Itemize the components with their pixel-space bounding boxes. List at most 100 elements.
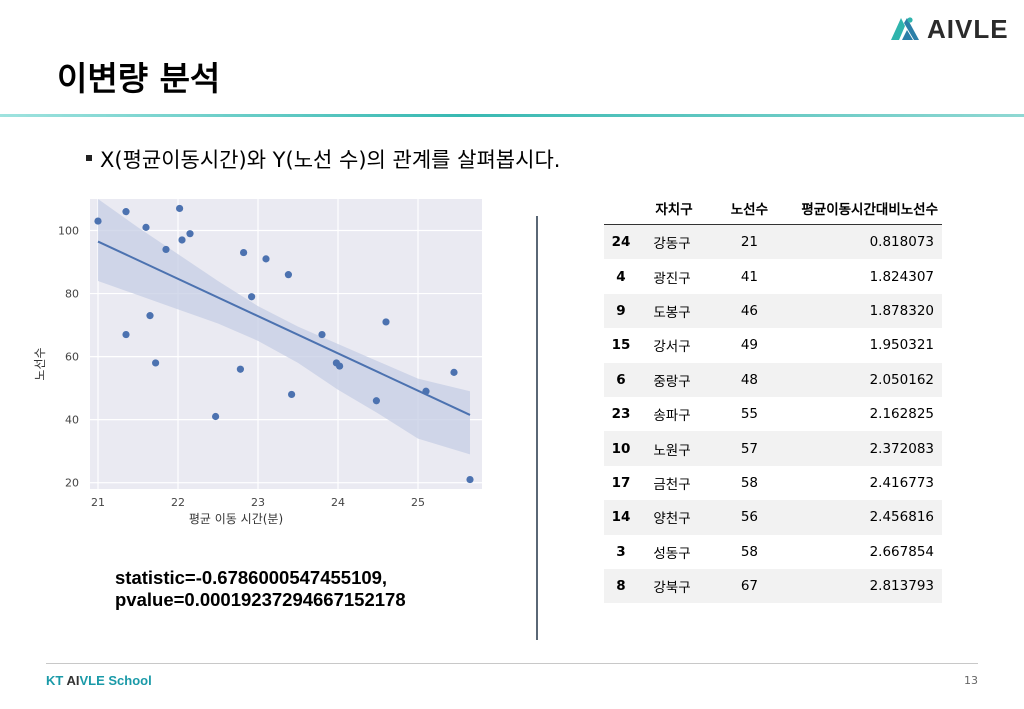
table-row: 8 강북구 67 2.813793 [604,568,942,604]
cell-gu: 양천구 [638,500,710,535]
cell-ratio: 1.878320 [772,293,942,329]
x-axis-label: 평균 이동 시간(분) [189,512,283,526]
district-table: 자치구 노선수 평균이동시간대비노선수 24 강동구 21 0.818073 4 광진구 4… [604,192,942,604]
index-header [604,192,638,225]
cell-routes: 21 [710,224,772,260]
y-tick-label: 100 [58,225,79,238]
vertical-divider [536,216,538,640]
table-header-row: 자치구 노선수 평균이동시간대비노선수 [604,192,942,225]
cell-gu: 송파구 [653,408,691,425]
aivle-logo: AIVLE [889,12,1008,44]
x-tick-label: 25 [411,496,425,509]
confidence-band [98,199,470,455]
x-tick-label: 22 [171,496,185,509]
row-index: 9 [604,293,638,329]
data-point [284,271,292,279]
cell-ratio: 2.813793 [772,568,942,604]
cell-ratio: 2.162825 [869,406,934,423]
row-index: 14 [604,500,638,535]
cell-ratio: 2.416773 [869,474,934,491]
y-tick-label: 20 [65,477,79,490]
cell-routes: 56 [710,500,772,535]
table-row: 17 금천구 58 2.416773 [604,466,942,500]
cell-routes: 48 [710,362,772,397]
data-point [236,365,244,373]
column-header-gu: 자치구 [638,192,710,225]
cell-gu: 노원구 [638,431,710,466]
cell-ratio: 1.950321 [869,337,934,354]
scatter-chart: 21 22 23 24 25 20 40 60 80 100 평균 이동 시간(분) 노선수 [33,199,482,526]
table-row: 6 중랑구 48 2.050162 [604,362,942,397]
data-point [248,293,256,301]
table-row: 3 성동구 58 2.667854 [604,535,942,569]
data-point [466,475,474,484]
data-point [152,359,160,367]
row-index: 4 [616,268,626,285]
aivle-logo-icon [891,17,919,40]
cell-ratio: 2.456816 [772,500,942,535]
footer-school: KT AIVLE School [46,673,152,688]
table-row: 15 강서구 49 1.950321 [604,328,942,362]
table-row: 24 강동구 21 0.818073 [604,224,942,260]
bullet-icon [86,155,92,161]
cell-routes: 49 [740,337,758,354]
cell-gu: 강북구 [638,568,710,604]
stats-pvalue: pvalue=0.00019237294667152178 [115,589,406,610]
regression-line [97,240,471,416]
data-point [142,223,150,231]
bullet-text: X(평균이동시간)와 Y(노선 수)의 관계를 살펴봅시다. [100,148,561,172]
title-underline [0,114,1024,117]
footer-prefix: KT [46,673,67,688]
footer-ai: AI [66,673,80,688]
cell-routes: 55 [740,406,758,423]
cell-routes: 46 [710,293,772,329]
row-index: 10 [604,431,638,466]
cell-gu: 강서구 [653,339,691,356]
cell-ratio: 2.667854 [869,543,934,560]
data-point [186,230,194,238]
footer-rest: VLE School [79,673,152,688]
cell-ratio: 2.372083 [772,431,942,466]
row-index: 17 [611,474,631,491]
y-tick-label: 60 [65,351,79,364]
row-index: 24 [604,224,638,260]
y-axis-label: 노선수 [33,347,47,380]
table-row: 10 노원구 57 2.372083 [604,431,942,466]
cell-gu: 성동구 [653,545,691,562]
data-point [240,248,248,257]
column-header-ratio: 평균이동시간대비노선수 [772,192,942,225]
cell-ratio: 0.818073 [772,224,942,260]
footer-divider [46,663,978,664]
cell-routes: 58 [740,543,758,560]
row-index: 3 [616,543,626,560]
data-point [318,330,326,339]
data-point [122,208,130,216]
data-point [288,390,296,399]
data-point [450,368,458,376]
row-index: 6 [604,362,638,397]
table-row: 4 광진구 41 1.824307 [604,259,942,293]
data-point [382,318,390,326]
row-index: 8 [604,568,638,604]
y-tick-label: 40 [65,414,79,427]
data-point [94,217,102,225]
cell-routes: 41 [740,268,758,285]
cell-gu: 금천구 [653,476,691,493]
cell-routes: 58 [740,474,758,491]
correlation-stats: statistic=-0.6786000547455109, pvalue=0.… [115,567,406,611]
row-index: 15 [611,337,631,354]
cell-gu: 광진구 [653,270,691,287]
data-point [372,397,380,405]
slide-title: 이변량 분석 [57,59,221,98]
stats-statistic: statistic=-0.6786000547455109, [115,567,388,588]
data-point [162,245,170,254]
x-tick-label: 24 [331,496,345,509]
x-tick-label: 21 [91,496,105,509]
data-point [122,330,130,339]
cell-gu: 강동구 [638,224,710,260]
table-row: 9 도봉구 46 1.878320 [604,293,942,329]
bullet-point: X(평균이동시간)와 Y(노선 수)의 관계를 살펴봅시다. [86,144,560,174]
cell-routes: 67 [710,568,772,604]
data-point [262,255,270,263]
logo-text: AIVLE [927,14,1009,44]
